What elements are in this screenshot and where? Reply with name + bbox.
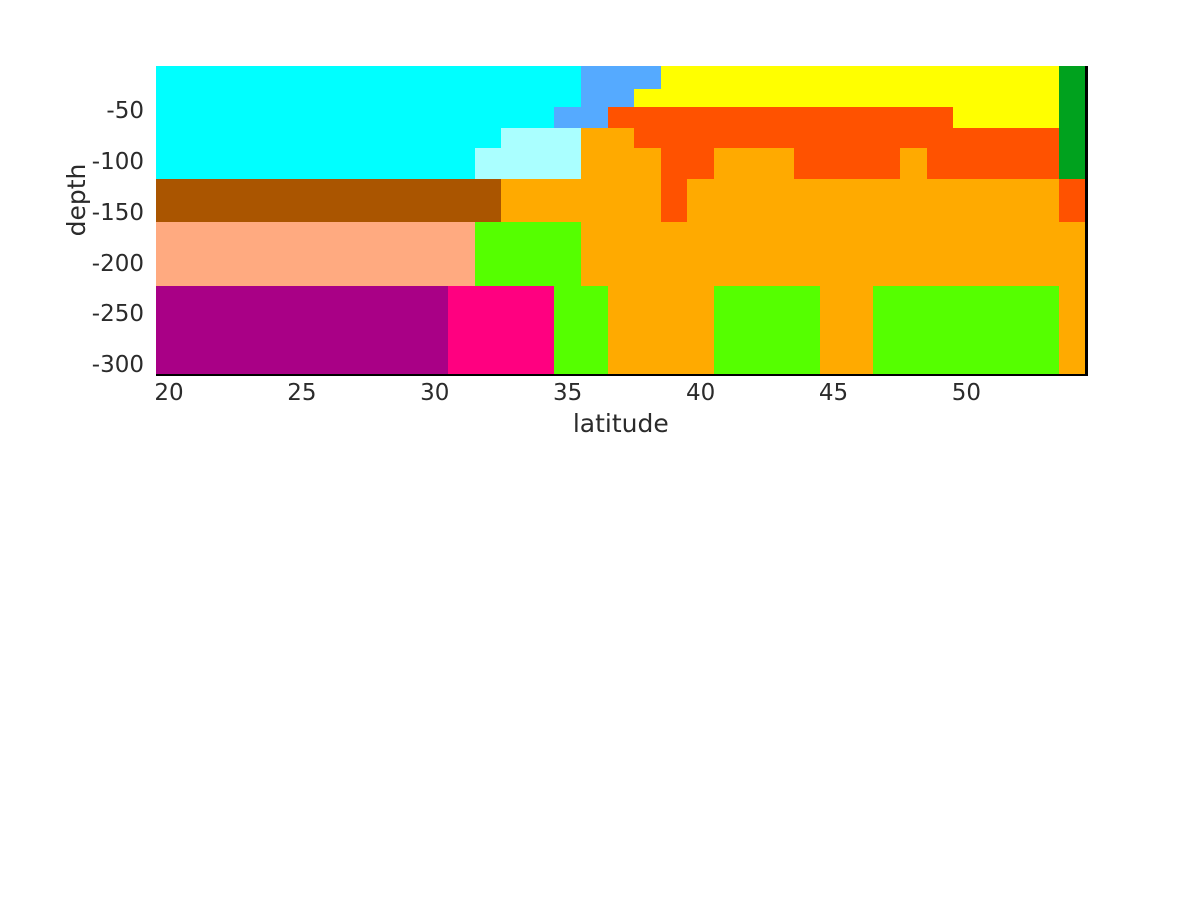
heatmap-cells-cyan xyxy=(155,107,555,129)
heatmap-cells-green xyxy=(554,285,609,374)
heatmap-cells-salmon xyxy=(155,221,476,287)
heatmap-cells-orange_red xyxy=(793,147,901,180)
heatmap-cells-orange_red xyxy=(634,127,1060,149)
x-axis-label: latitude xyxy=(572,409,669,438)
heatmap-cells-pink xyxy=(448,285,555,374)
heatmap-cells-cyan xyxy=(155,147,476,180)
heatmap-cells-orange xyxy=(607,285,715,374)
y-tick-label: -50 xyxy=(106,98,144,125)
y-tick-label: -200 xyxy=(91,250,144,277)
heatmap-cells-cyan xyxy=(155,127,502,149)
x-axis-spine xyxy=(155,373,1088,377)
heatmap-cells-dark_green xyxy=(1059,147,1087,180)
x-tick-label: 50 xyxy=(951,380,982,406)
heatmap-cells-purple xyxy=(155,285,449,374)
heatmap-cells-orange xyxy=(580,221,1087,287)
heatmap-cells-blue xyxy=(580,65,662,90)
heatmap-cells-orange_red xyxy=(926,147,1060,180)
y-axis-label: depth xyxy=(62,163,91,237)
heatmap-plot-area xyxy=(155,65,1087,374)
heatmap-cells-dark_green xyxy=(1059,65,1087,90)
heatmap-cells-green xyxy=(474,221,582,287)
x-tick-label: 35 xyxy=(553,380,583,406)
heatmap-cells-blue xyxy=(580,89,635,108)
heatmap-cells-yellow xyxy=(634,89,1060,108)
heatmap-cells-orange_red xyxy=(1059,179,1087,223)
heatmap-cells-orange xyxy=(501,179,662,223)
heatmap-cells-orange xyxy=(580,127,635,149)
x-tick-label: 25 xyxy=(287,380,317,406)
heatmap-cells-orange xyxy=(899,147,927,180)
x-tick-label: 30 xyxy=(420,380,450,406)
heatmap-cells-cyan xyxy=(155,65,582,90)
heatmap-cells-orange_red xyxy=(660,179,688,223)
heatmap-cells-orange xyxy=(713,147,795,180)
heatmap-cells-orange xyxy=(687,179,1060,223)
y-tick-label: -150 xyxy=(91,199,144,226)
heatmap-cells-orange xyxy=(1059,285,1087,374)
right-axis-spine xyxy=(1085,65,1088,377)
y-tick-label: -250 xyxy=(91,301,144,328)
heatmap-cells-dark_green xyxy=(1059,107,1087,129)
heatmap-cells-yellow xyxy=(660,65,1060,90)
heatmap-cells-cyan xyxy=(155,89,582,108)
heatmap-cells-yellow xyxy=(953,107,1060,129)
heatmap-cells-dark_green xyxy=(1059,127,1087,149)
heatmap-cells-brown xyxy=(155,179,502,223)
heatmap-cells-orange_red xyxy=(660,147,715,180)
y-tick-label: -100 xyxy=(91,149,144,176)
heatmap-cells-green xyxy=(873,285,1060,374)
heatmap-cells-pale_cyan xyxy=(501,127,582,149)
y-tick-label: -300 xyxy=(91,351,144,378)
x-tick-label: 45 xyxy=(818,380,849,406)
heatmap-cells-blue xyxy=(554,107,609,129)
x-tick-label: 20 xyxy=(154,380,184,406)
x-tick-label: 40 xyxy=(685,380,716,406)
heatmap-cells-dark_green xyxy=(1059,89,1087,108)
heatmap-cells-pale_cyan xyxy=(474,147,582,180)
heatmap-cells-green xyxy=(713,285,821,374)
heatmap-cells-orange xyxy=(580,147,662,180)
heatmap-cells-orange xyxy=(820,285,874,374)
heatmap-cells-orange_red xyxy=(607,107,954,129)
